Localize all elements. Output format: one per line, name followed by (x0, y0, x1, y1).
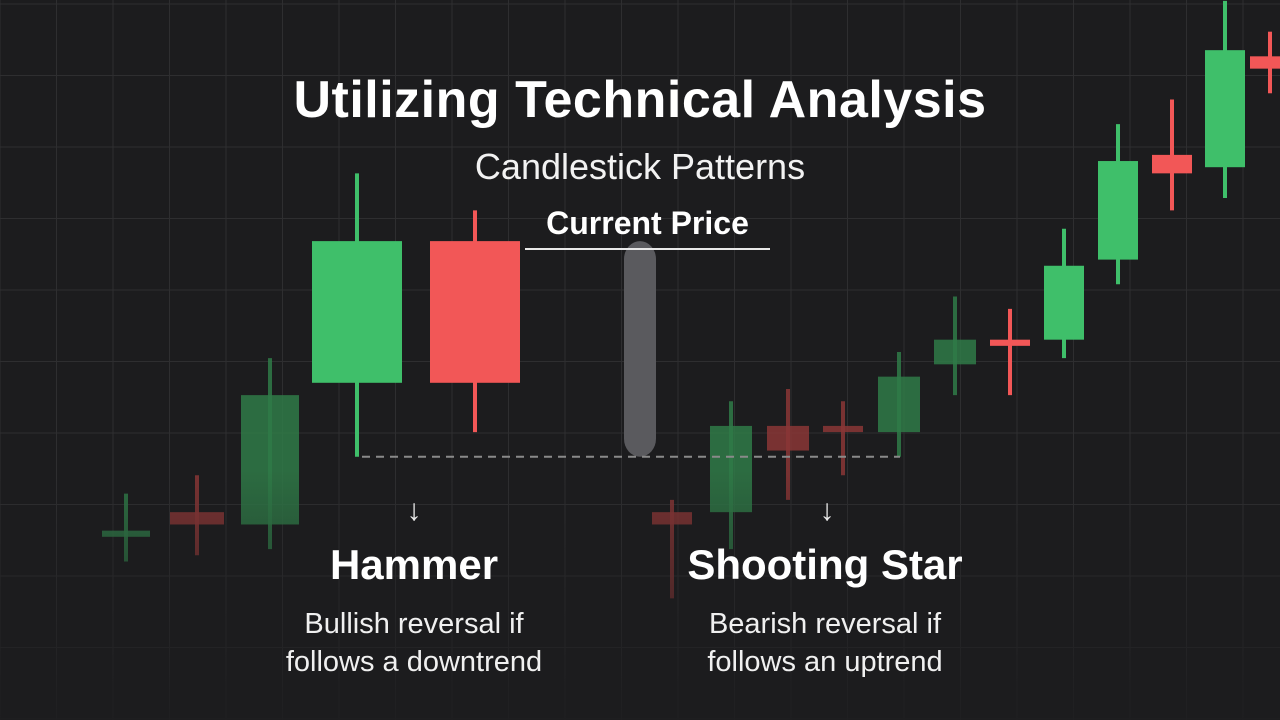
bottom-fade-overlay (0, 470, 1280, 720)
hammer-description: Bullish reversal if follows a downtrend (234, 605, 594, 681)
hammer-description-line-1: Bullish reversal if (304, 608, 524, 640)
page-title: Utilizing Technical Analysis (293, 71, 987, 129)
shooting-star-arrow-icon: ↓ (819, 494, 835, 527)
shooting-star-description-line-1: Bearish reversal if (708, 608, 942, 640)
current-price-label: Current Price (546, 205, 749, 241)
hammer-title: Hammer (329, 541, 499, 588)
candle-body-11 (934, 339, 976, 365)
candle-body-17 (1250, 56, 1280, 69)
page-subtitle: Candlestick Patterns (474, 146, 806, 187)
hammer-description-line-2: follows a downtrend (285, 646, 543, 678)
candle-body-3 (312, 241, 402, 383)
candle-body-15 (1152, 154, 1192, 174)
hammer-arrow-icon: ↓ (406, 494, 422, 527)
candle-body-8 (767, 425, 809, 451)
shooting-star-description: Bearish reversal if follows an uptrend (645, 605, 1005, 681)
candle-body-14 (1098, 161, 1138, 260)
candle-body-10 (878, 376, 920, 433)
candle-body-4 (430, 241, 520, 383)
shooting-star-description-line-2: follows an uptrend (707, 646, 943, 678)
candle-body-9 (823, 425, 863, 433)
candle-body-13 (1044, 265, 1084, 340)
candle-body-12 (990, 339, 1030, 346)
shooting-star-title: Shooting Star (687, 541, 963, 588)
current-price-candle (624, 241, 656, 457)
candle-body-16 (1205, 50, 1245, 168)
current-price-underline (525, 248, 770, 250)
